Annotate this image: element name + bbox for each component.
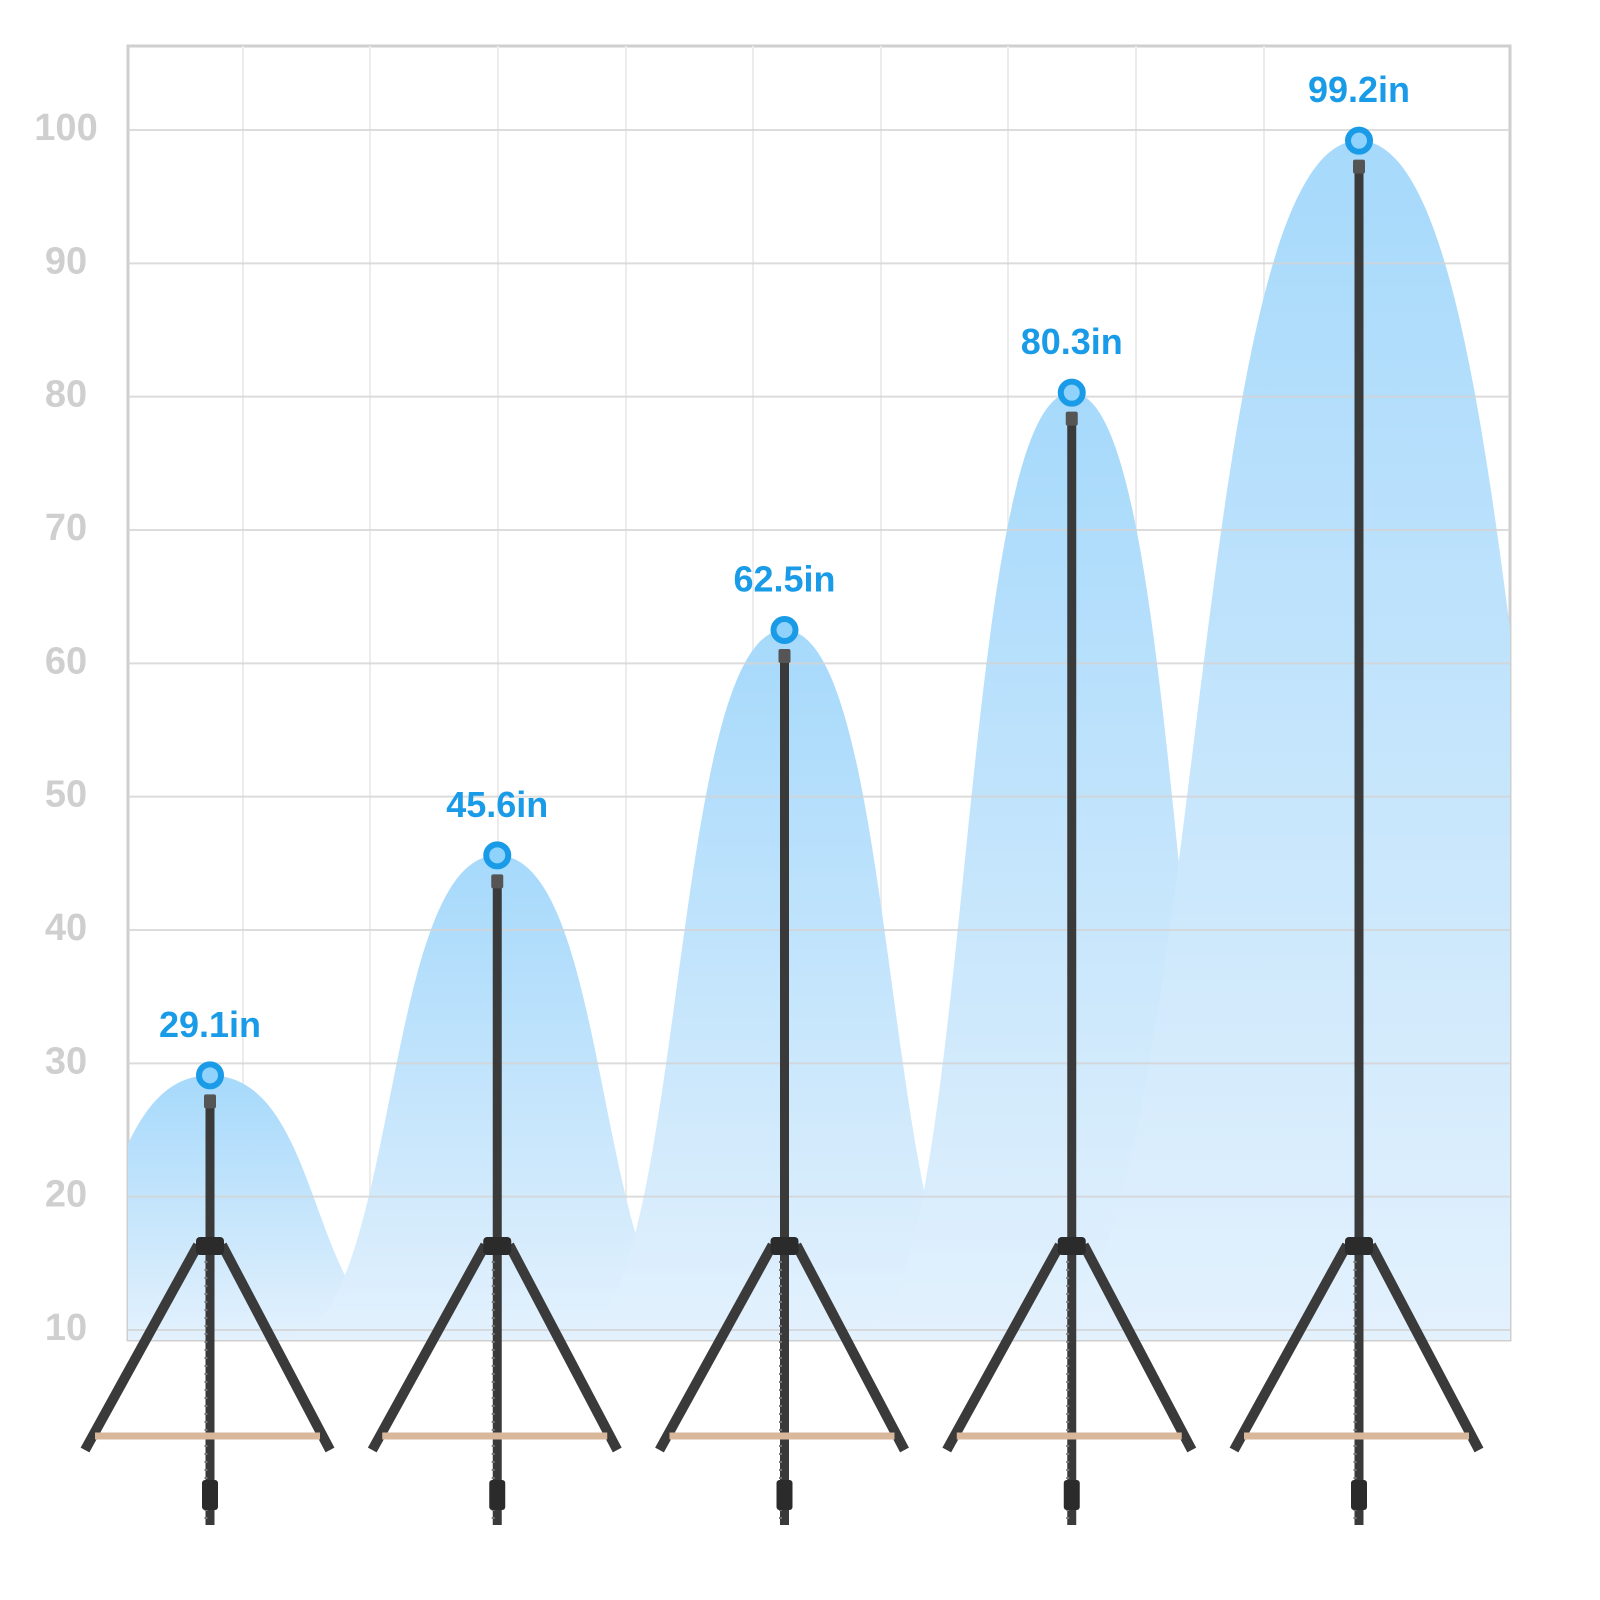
tripod-part	[1366, 1242, 1484, 1453]
tripod-part	[1065, 411, 1078, 426]
y-tick-label: 20	[45, 1174, 87, 1216]
peak-marker	[1057, 378, 1086, 407]
tripod-part	[1351, 1480, 1367, 1510]
tripod	[1229, 159, 1484, 1525]
tripod-part	[1229, 1242, 1352, 1453]
tripod-part	[792, 1242, 909, 1453]
tripod-part	[655, 1242, 777, 1453]
peak-marker	[483, 841, 512, 870]
tripod-part	[80, 1242, 203, 1453]
tripod-part	[217, 1242, 335, 1453]
tripod-part	[1079, 1242, 1197, 1453]
grid	[128, 129, 1510, 1331]
tripod-part	[942, 1242, 1065, 1453]
y-tick-label: 10	[45, 1307, 87, 1349]
y-tick-label: 60	[45, 640, 87, 682]
value-label: 99.2in	[1308, 69, 1410, 110]
tripod-part	[1057, 1237, 1086, 1255]
tripod	[655, 649, 909, 1525]
tripod-part	[504, 1242, 622, 1453]
tripod-part	[1353, 159, 1365, 174]
tripod-part	[1345, 1237, 1373, 1255]
tripod-part	[770, 1237, 799, 1255]
y-tick-label: 40	[45, 907, 87, 949]
tripod-part	[483, 1237, 512, 1255]
peak-marker	[1345, 126, 1373, 155]
peak-marker	[770, 616, 799, 644]
tripod-part	[491, 874, 504, 889]
value-label: 45.6in	[446, 784, 548, 825]
tripod-part	[1063, 1480, 1080, 1510]
tripod	[367, 874, 622, 1525]
peak-marker	[196, 1061, 224, 1090]
tripod-part	[204, 1094, 216, 1109]
tripod	[942, 411, 1197, 1525]
y-tick-label: 50	[45, 774, 87, 816]
tripods	[80, 159, 1484, 1525]
tripod	[80, 1094, 335, 1525]
value-label: 62.5in	[733, 559, 835, 600]
tripod-part	[489, 1480, 506, 1510]
tripod-part	[778, 649, 791, 663]
y-tick-label: 70	[45, 507, 87, 549]
y-tick-label: 100	[34, 107, 97, 149]
y-tick-label: 30	[45, 1040, 87, 1082]
tripod-part	[196, 1237, 224, 1255]
area-wave	[1029, 140, 1510, 1340]
tripod-part	[202, 1480, 218, 1510]
tripod-part	[776, 1480, 793, 1510]
area-wave	[128, 1075, 425, 1340]
value-label: 80.3in	[1021, 321, 1123, 362]
value-label: 29.1in	[159, 1004, 261, 1045]
foreground: 10 20 30 40 50 60 70 80 90 100 29.1in 45.6in 62.5in 8…	[34, 69, 1410, 1349]
y-tick-label: 90	[45, 240, 87, 282]
y-tick-label: 80	[45, 374, 87, 416]
tripod-part	[367, 1242, 490, 1453]
